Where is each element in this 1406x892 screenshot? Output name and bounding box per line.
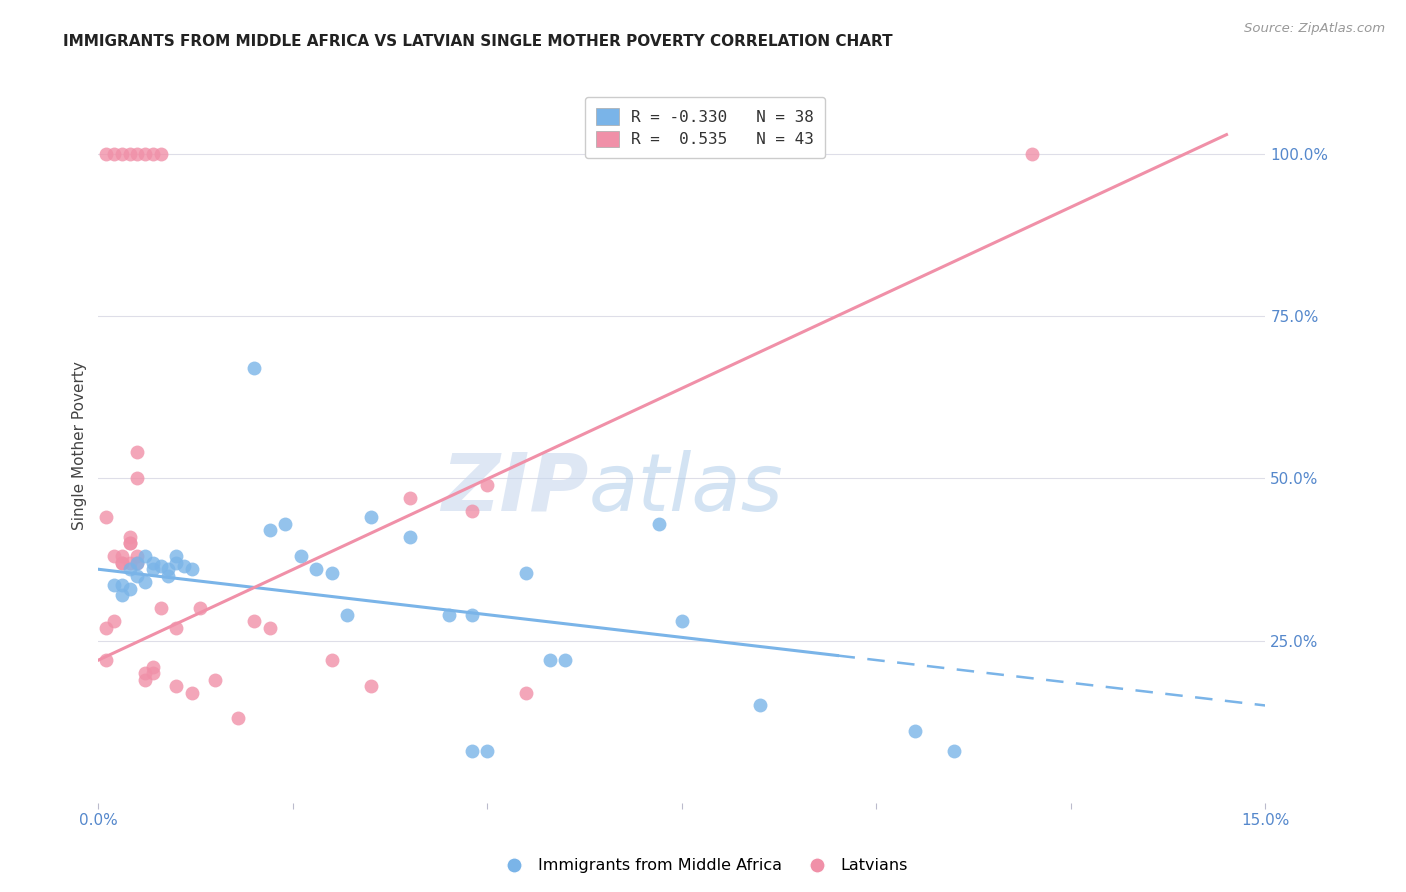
Point <box>173 559 195 574</box>
Point <box>515 566 537 580</box>
Point <box>149 559 172 574</box>
Point <box>554 653 576 667</box>
Point <box>134 666 156 681</box>
Point <box>127 568 149 582</box>
Point <box>477 478 499 492</box>
Point <box>321 653 343 667</box>
Point <box>157 562 180 576</box>
Point <box>165 549 187 564</box>
Point <box>103 549 125 564</box>
Point <box>111 147 134 161</box>
Point <box>103 614 125 628</box>
Point <box>165 679 187 693</box>
Point <box>259 621 281 635</box>
Text: atlas: atlas <box>589 450 783 528</box>
Point <box>671 614 693 628</box>
Point <box>96 510 118 524</box>
Point <box>461 744 484 758</box>
Point <box>127 549 149 564</box>
Point <box>96 621 118 635</box>
Point <box>96 147 118 161</box>
Point <box>118 556 141 570</box>
Text: IMMIGRANTS FROM MIDDLE AFRICA VS LATVIAN SINGLE MOTHER POVERTY CORRELATION CHART: IMMIGRANTS FROM MIDDLE AFRICA VS LATVIAN… <box>63 34 893 49</box>
Point <box>142 556 165 570</box>
Point <box>515 685 537 699</box>
Point <box>142 659 165 673</box>
Point <box>647 516 669 531</box>
Point <box>538 653 561 667</box>
Point <box>111 556 134 570</box>
Point <box>111 549 134 564</box>
Point <box>243 614 266 628</box>
Point <box>149 147 172 161</box>
Text: ZIP: ZIP <box>441 450 589 528</box>
Point <box>243 361 266 376</box>
Point <box>259 524 281 538</box>
Point <box>398 491 420 505</box>
Point <box>943 744 966 758</box>
Point <box>748 698 770 713</box>
Point <box>118 536 141 550</box>
Point <box>118 536 141 550</box>
Point <box>103 147 125 161</box>
Point <box>111 588 134 602</box>
Point <box>188 601 211 615</box>
Text: Source: ZipAtlas.com: Source: ZipAtlas.com <box>1244 22 1385 36</box>
Legend: Immigrants from Middle Africa, Latvians: Immigrants from Middle Africa, Latvians <box>492 852 914 880</box>
Point <box>118 562 141 576</box>
Point <box>134 673 156 687</box>
Point <box>461 504 484 518</box>
Point <box>290 549 312 564</box>
Point <box>149 601 172 615</box>
Legend: R = -0.330   N = 38, R =  0.535   N = 43: R = -0.330 N = 38, R = 0.535 N = 43 <box>585 97 825 158</box>
Point <box>477 744 499 758</box>
Point <box>157 568 180 582</box>
Point <box>142 562 165 576</box>
Point <box>142 147 165 161</box>
Y-axis label: Single Mother Poverty: Single Mother Poverty <box>72 361 87 531</box>
Point <box>142 666 165 681</box>
Point <box>165 556 187 570</box>
Point <box>336 607 359 622</box>
Point <box>180 685 202 699</box>
Point <box>1021 147 1043 161</box>
Point <box>111 578 134 592</box>
Point <box>134 147 156 161</box>
Point <box>274 516 297 531</box>
Point <box>127 147 149 161</box>
Point <box>111 556 134 570</box>
Point <box>360 510 382 524</box>
Point <box>134 549 156 564</box>
Point <box>103 578 125 592</box>
Point <box>118 147 141 161</box>
Point <box>437 607 460 622</box>
Point <box>118 530 141 544</box>
Point <box>305 562 328 576</box>
Point <box>461 607 484 622</box>
Point <box>180 562 202 576</box>
Point <box>127 556 149 570</box>
Point <box>398 530 420 544</box>
Point <box>228 711 250 725</box>
Point <box>204 673 226 687</box>
Point <box>321 566 343 580</box>
Point <box>904 724 927 739</box>
Point <box>127 445 149 459</box>
Point <box>127 556 149 570</box>
Point <box>134 575 156 590</box>
Point <box>118 582 141 596</box>
Point <box>165 621 187 635</box>
Point <box>360 679 382 693</box>
Point <box>96 653 118 667</box>
Point <box>127 471 149 485</box>
